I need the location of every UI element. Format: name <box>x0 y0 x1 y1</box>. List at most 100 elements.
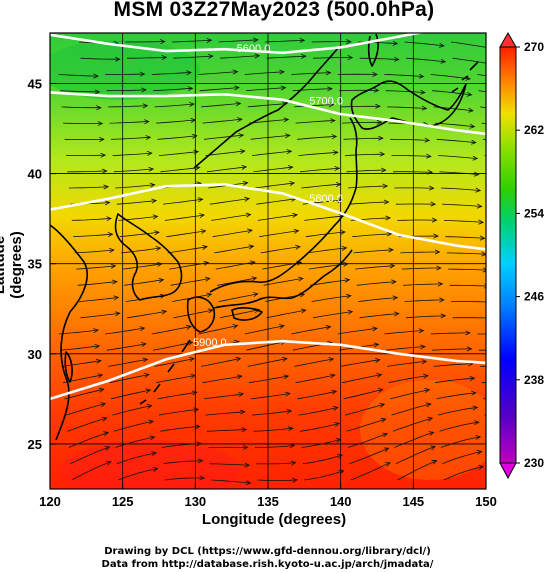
streamline <box>202 118 242 124</box>
streamline-arrowhead <box>372 326 378 332</box>
streamline <box>349 447 389 465</box>
streamline <box>359 57 399 60</box>
streamline-arrowhead <box>151 198 158 204</box>
height-contours <box>50 33 486 401</box>
streamline-arrowhead <box>238 133 245 139</box>
streamline-arrowhead <box>343 261 349 267</box>
streamline-arrowhead <box>434 249 441 255</box>
streamline <box>395 446 436 465</box>
streamline <box>387 106 427 109</box>
streamline <box>61 360 101 367</box>
streamline-arrowhead <box>466 91 473 97</box>
streamline-arrowhead <box>93 73 99 79</box>
streamline-arrowhead <box>335 182 342 187</box>
streamline-arrowhead <box>249 260 256 266</box>
streamline <box>151 326 192 335</box>
streamline <box>113 168 154 173</box>
streamline <box>154 358 194 367</box>
streamline <box>445 236 485 239</box>
streamline <box>212 229 253 238</box>
streamline-arrowhead <box>379 151 386 157</box>
y-tick-label: 45 <box>28 76 42 91</box>
streamline-arrowhead <box>465 330 471 336</box>
streamline <box>297 136 337 140</box>
streamline <box>390 138 430 141</box>
streamline-arrowhead <box>284 391 291 397</box>
streamline-arrowhead <box>161 55 168 60</box>
streamline-arrowhead <box>154 230 160 236</box>
colorbar-tick-label: 238 <box>524 373 544 387</box>
streamline-arrowhead <box>534 317 539 321</box>
streamline-arrowhead <box>107 232 114 238</box>
streamline <box>247 358 287 367</box>
streamline-arrowhead <box>392 40 399 46</box>
streamline-arrowhead <box>295 244 301 250</box>
streamline <box>151 72 192 75</box>
streamline-arrowhead <box>103 184 110 190</box>
streamline-arrowhead <box>300 308 307 314</box>
streamline <box>250 134 290 140</box>
streamline-arrowhead <box>341 245 348 251</box>
streamline-arrowhead <box>100 152 107 158</box>
streamline-arrowhead <box>204 276 211 282</box>
streamline <box>204 134 244 140</box>
streamline-arrowhead <box>522 190 527 194</box>
credit-drawing: Drawing by DCL (https://www.gfd-dennou.o… <box>104 546 431 557</box>
streamline <box>394 431 434 448</box>
streamline-arrowhead <box>420 89 426 95</box>
streamline <box>105 327 145 335</box>
streamline <box>353 249 394 254</box>
streamline <box>68 432 109 448</box>
x-axis-label: Longitude (degrees) <box>201 511 347 528</box>
streamline <box>308 263 348 270</box>
streamline-arrowhead <box>101 168 108 174</box>
streamline-arrowhead <box>394 56 400 62</box>
streamline <box>435 122 475 128</box>
streamline <box>160 426 200 432</box>
streamline <box>166 230 206 238</box>
coast-shikoku <box>231 307 263 321</box>
streamline-arrowhead <box>466 346 473 352</box>
streamline-arrowhead <box>290 460 297 466</box>
streamline <box>305 231 346 238</box>
streamline-arrowhead <box>191 390 198 396</box>
streamline-arrowhead <box>110 263 117 269</box>
streamline-arrowhead <box>187 86 194 92</box>
streamline-arrowhead <box>331 134 338 140</box>
streamline <box>259 230 299 238</box>
streamline <box>209 463 250 466</box>
streamline-arrowhead <box>194 424 201 430</box>
colorbar-tick-label: 270 <box>524 40 544 54</box>
streamline-arrowhead <box>186 324 192 330</box>
streamline-arrowhead <box>328 102 335 108</box>
streamline-arrowhead <box>392 295 399 301</box>
streamline <box>346 169 386 173</box>
streamline <box>260 246 301 254</box>
axis-ticks: 120 125 130 135 140 145 150 25 30 35 40 45 <box>28 76 497 509</box>
streamline-arrowhead <box>200 229 207 234</box>
streamline-arrowhead <box>252 292 259 298</box>
colorbar-tick-label: 246 <box>524 290 544 304</box>
streamline <box>307 247 347 254</box>
streamline <box>435 377 475 384</box>
streamline <box>298 151 338 156</box>
streamline-arrowhead <box>142 103 149 109</box>
streamline-arrowhead <box>161 309 168 315</box>
streamline-arrowhead <box>100 402 107 408</box>
streamline-arrowhead <box>289 181 296 186</box>
coast-korea <box>114 213 183 301</box>
streamline <box>206 429 247 432</box>
streamline <box>163 198 203 205</box>
streamline-arrowhead <box>104 200 111 206</box>
coast-hokkaido <box>350 80 467 130</box>
streamline <box>302 454 343 465</box>
streamline <box>156 375 196 384</box>
cold-spot-northwest <box>50 40 200 100</box>
streamline-arrowhead <box>251 276 258 282</box>
coast-china <box>50 224 88 441</box>
streamline-arrowhead <box>487 61 492 65</box>
streamline-arrowhead <box>438 42 445 48</box>
streamline <box>291 326 331 335</box>
streamline-arrowhead <box>418 328 425 334</box>
streamline-arrowhead <box>421 359 428 365</box>
